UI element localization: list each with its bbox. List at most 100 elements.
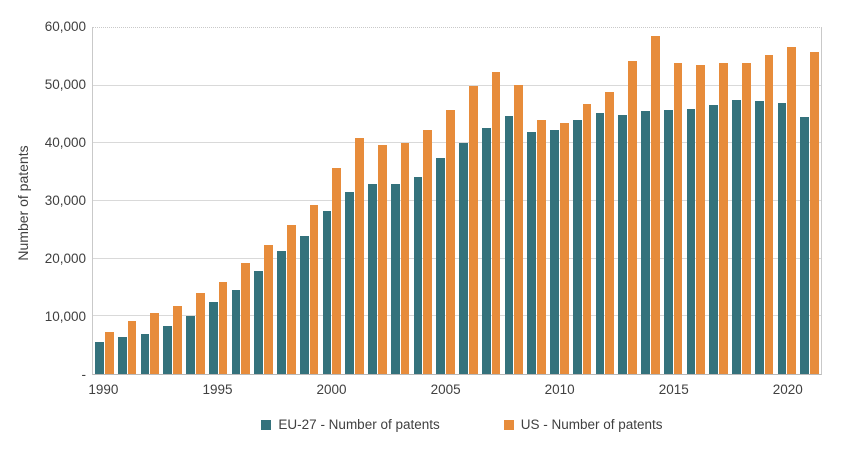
bar-group-2007 [480,28,503,374]
bar-eu27-2018 [732,100,741,374]
bar-eu27-2000 [322,210,332,374]
bar-us-2020 [787,47,797,374]
bar-group-1992 [139,28,162,374]
bar-group-1991 [116,28,139,374]
bar-eu27-1992 [140,334,150,374]
x-tick-label-1995: 1995 [202,382,233,397]
bar-us-2021 [810,52,819,374]
bar-eu27-1995 [208,301,218,374]
y-tick-label: 50,000 [44,77,86,92]
bar-group-1996 [230,28,253,374]
bar-us-2002 [377,145,387,374]
bar-us-1996 [241,262,251,374]
bar-eu27-2017 [709,105,719,374]
bar-group-1990 [93,28,116,374]
bar-group-2021 [798,28,821,374]
bar-us-2007 [491,72,501,374]
x-tick-label-2020: 2020 [772,382,803,397]
bar-us-2012 [605,92,615,374]
bar-eu27-1998 [277,251,286,374]
gridline [93,315,821,317]
legend-swatch-us [503,419,514,430]
bar-group-2014 [639,28,662,374]
bar-group-1998 [275,28,298,374]
bar-eu27-2001 [345,192,355,374]
legend-swatch-eu27 [261,419,272,430]
bar-us-2009 [537,119,546,374]
bar-group-2013 [616,28,639,374]
y-tick-label: 40,000 [44,135,86,150]
bar-us-1994 [195,293,205,374]
legend-item-us: US - Number of patents [503,417,663,432]
bar-us-2001 [355,137,364,374]
legend-label: US - Number of patents [520,417,663,432]
bar-group-2010 [548,28,571,374]
x-tick-label-2000: 2000 [316,382,347,397]
gridline [93,257,821,259]
bar-eu27-2020 [777,102,787,374]
bar-group-2019 [753,28,776,374]
legend-item-eu27: EU-27 - Number of patents [261,417,440,432]
bar-us-2003 [400,142,410,374]
bar-us-2017 [719,62,728,374]
bar-us-1998 [286,224,296,374]
bar-us-1992 [150,313,160,374]
bar-us-2018 [741,63,751,374]
bar-us-2014 [650,36,660,374]
gridline [93,142,821,144]
x-tick-label-2015: 2015 [658,382,689,397]
bar-eu27-2005 [436,158,446,374]
bar-eu27-1996 [231,289,241,374]
bar-group-2004 [412,28,435,374]
bar-group-1999 [298,28,321,374]
bar-eu27-2015 [663,110,673,374]
bar-us-2006 [468,86,478,374]
bar-us-1997 [264,244,273,374]
bar-group-2017 [707,28,730,374]
x-tick-label-2010: 2010 [544,382,575,397]
bar-group-2018 [730,28,753,374]
bar-group-2012 [594,28,617,374]
bar-us-1993 [173,305,182,374]
x-tick-label-2005: 2005 [430,382,461,397]
bar-us-2013 [628,60,637,374]
bar-eu27-2006 [459,143,468,374]
bar-eu27-2008 [504,115,514,374]
bar-group-2002 [366,28,389,374]
x-tick-label-1990: 1990 [88,382,119,397]
bar-us-2004 [423,129,433,374]
bar-us-1990 [104,332,114,374]
bar-eu27-2004 [413,177,423,374]
y-tick-label: 20,000 [44,251,86,266]
bar-eu27-2010 [550,129,559,374]
bar-us-2015 [673,62,683,374]
bar-group-2003 [389,28,412,374]
gridline [93,84,821,86]
bar-group-2008 [503,28,526,374]
bar-eu27-2014 [641,111,650,374]
legend-label: EU-27 - Number of patents [278,417,440,432]
bar-eu27-2016 [686,108,696,374]
bar-group-2009 [525,28,548,374]
bar-eu27-2021 [800,117,810,374]
legend: EU-27 - Number of patents US - Number of … [37,417,850,432]
bar-group-1997 [252,28,275,374]
bar-eu27-2011 [572,119,582,374]
bar-us-1995 [218,282,228,374]
bar-eu27-2002 [368,183,377,374]
bar-eu27-1990 [95,342,104,374]
bar-group-2015 [662,28,685,374]
y-tick-label: 60,000 [44,19,86,34]
bar-eu27-2009 [527,132,537,374]
bar-eu27-2003 [390,183,400,374]
plot-area [92,27,822,375]
bar-group-2001 [343,28,366,374]
bar-us-1999 [309,205,319,374]
gridline [93,200,821,201]
bar-group-1993 [161,28,184,374]
bar-eu27-2007 [481,127,491,374]
bar-eu27-2013 [618,115,628,374]
bar-us-2000 [332,168,342,374]
bar-us-2010 [559,123,569,374]
